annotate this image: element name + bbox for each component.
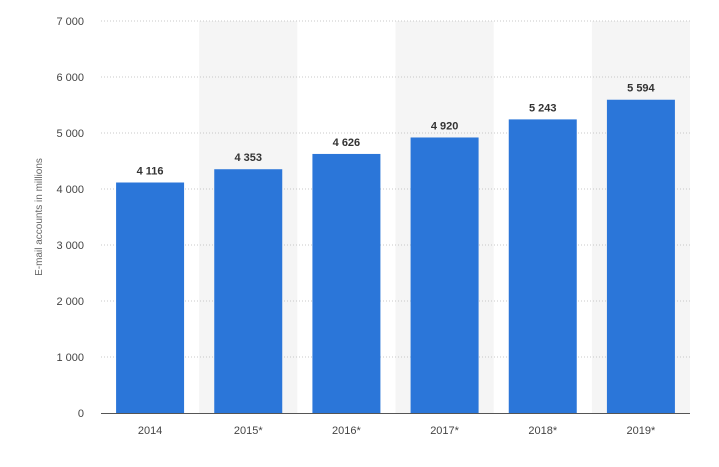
y-tick-label: 5 000 bbox=[56, 128, 84, 140]
x-tick-label: 2018* bbox=[528, 425, 557, 437]
data-labels: 4 116 4 353 4 626 4 920 5 243 5 594 bbox=[137, 83, 656, 178]
data-label: 5 594 bbox=[627, 83, 655, 95]
bars bbox=[116, 99, 675, 414]
y-axis-ticks: 0 1 000 2 000 3 000 4 000 5 000 6 000 7 000 bbox=[56, 16, 84, 420]
x-tick-label: 2014 bbox=[138, 425, 162, 437]
y-tick-label: 0 bbox=[78, 408, 84, 420]
y-tick-label: 2 000 bbox=[56, 296, 84, 308]
data-label: 4 116 bbox=[137, 166, 164, 178]
x-tick-label: 2017* bbox=[430, 425, 459, 437]
bar bbox=[214, 169, 283, 413]
bar bbox=[606, 99, 675, 414]
y-tick-label: 3 000 bbox=[56, 240, 84, 252]
y-tick-label: 4 000 bbox=[56, 184, 84, 196]
y-tick-label: 6 000 bbox=[56, 72, 84, 84]
gridlines bbox=[101, 20, 690, 358]
bar bbox=[312, 153, 381, 413]
y-axis-title: E-mail accounts in millions bbox=[34, 158, 45, 276]
bar bbox=[410, 137, 479, 414]
y-tick-label: 1 000 bbox=[56, 352, 84, 364]
data-label: 4 626 bbox=[333, 137, 361, 149]
bar bbox=[508, 119, 577, 413]
y-tick-label: 7 000 bbox=[56, 16, 84, 28]
x-tick-label: 2019* bbox=[627, 425, 656, 437]
data-label: 4 353 bbox=[234, 152, 262, 164]
bar bbox=[116, 182, 185, 413]
data-label: 5 243 bbox=[529, 102, 557, 114]
x-tick-label: 2015* bbox=[234, 425, 263, 437]
data-label: 4 920 bbox=[431, 120, 459, 132]
x-axis-ticks: 2014 2015* 2016* 2017* 2018* 2019* bbox=[138, 425, 656, 437]
x-tick-label: 2016* bbox=[332, 425, 361, 437]
